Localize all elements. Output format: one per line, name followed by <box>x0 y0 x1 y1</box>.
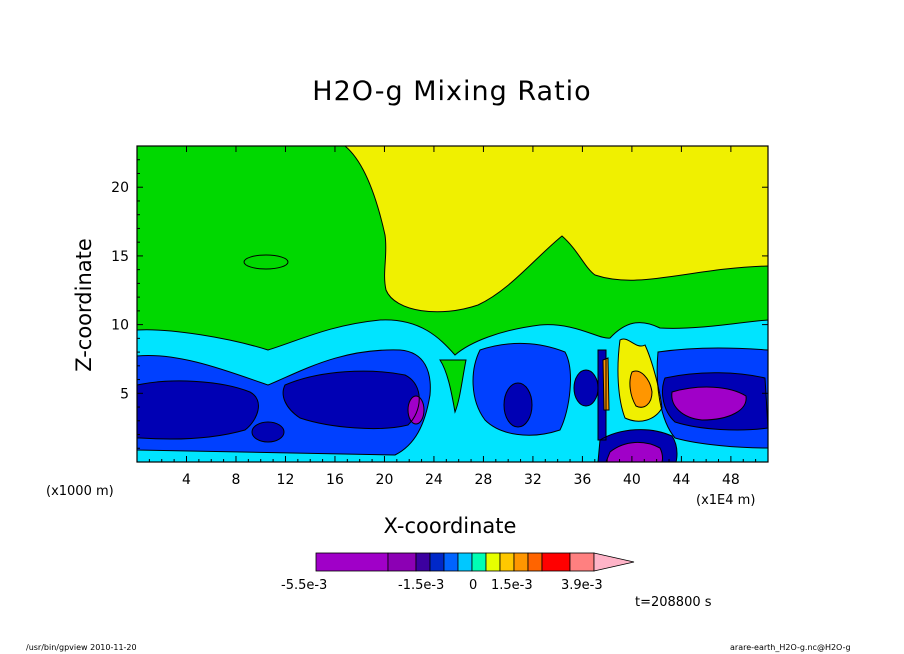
colorbar-segment <box>500 553 514 571</box>
y-tick-label: 20 <box>111 180 129 196</box>
x-tick-label: 40 <box>623 472 641 488</box>
colorbar <box>316 553 634 571</box>
colorbar-segment <box>444 553 458 571</box>
x-tick-label: 4 <box>182 472 191 488</box>
footer-right: arare-earth_H2O-g.nc@H2O-g <box>730 643 851 652</box>
colorbar-segment <box>514 553 528 571</box>
footer-left: /usr/bin/gpview 2010-11-20 <box>26 643 137 652</box>
colorbar-segment <box>542 553 570 571</box>
colorbar-label-2: 0 <box>469 578 477 593</box>
x-tick-label: 36 <box>573 472 591 488</box>
colorbar-segment <box>472 553 486 571</box>
time-label: t=208800 s <box>635 595 712 610</box>
colorbar-label-1: -1.5e-3 <box>398 578 444 593</box>
x-tick-label: 8 <box>232 472 241 488</box>
colorbar-extension <box>594 553 634 571</box>
x-tick-label: 48 <box>722 472 740 488</box>
colorbar-label-0: -5.5e-3 <box>281 578 327 593</box>
x-unit-right: (x1E4 m) <box>696 493 755 508</box>
x-tick-label: 16 <box>326 472 344 488</box>
x-axis-label: X-coordinate <box>300 514 600 538</box>
x-unit-left: (x1000 m) <box>46 484 114 499</box>
colorbar-segment <box>416 553 430 571</box>
colorbar-segment <box>570 553 594 571</box>
x-tick-label: 20 <box>376 472 394 488</box>
x-tick-label: 24 <box>425 472 443 488</box>
x-tick-label: 44 <box>672 472 690 488</box>
x-tick-label: 32 <box>524 472 542 488</box>
colorbar-segment <box>388 553 416 571</box>
x-tick-label: 28 <box>475 472 493 488</box>
y-tick-label: 10 <box>111 318 129 334</box>
x-tick-label: 12 <box>277 472 295 488</box>
colorbar-label-4: 3.9e-3 <box>561 578 603 593</box>
y-axis-label: Z-coordinate <box>72 238 96 372</box>
colorbar-segment <box>430 553 444 571</box>
y-tick-label: 15 <box>111 249 129 265</box>
contour-fill <box>137 146 768 462</box>
y-tick-label: 5 <box>120 386 129 402</box>
colorbar-segment <box>486 553 500 571</box>
colorbar-segment <box>316 553 388 571</box>
contour-region-lower <box>137 381 258 439</box>
colorbar-segment <box>458 553 472 571</box>
colorbar-segment <box>528 553 542 571</box>
colorbar-label-3: 1.5e-3 <box>491 578 533 593</box>
